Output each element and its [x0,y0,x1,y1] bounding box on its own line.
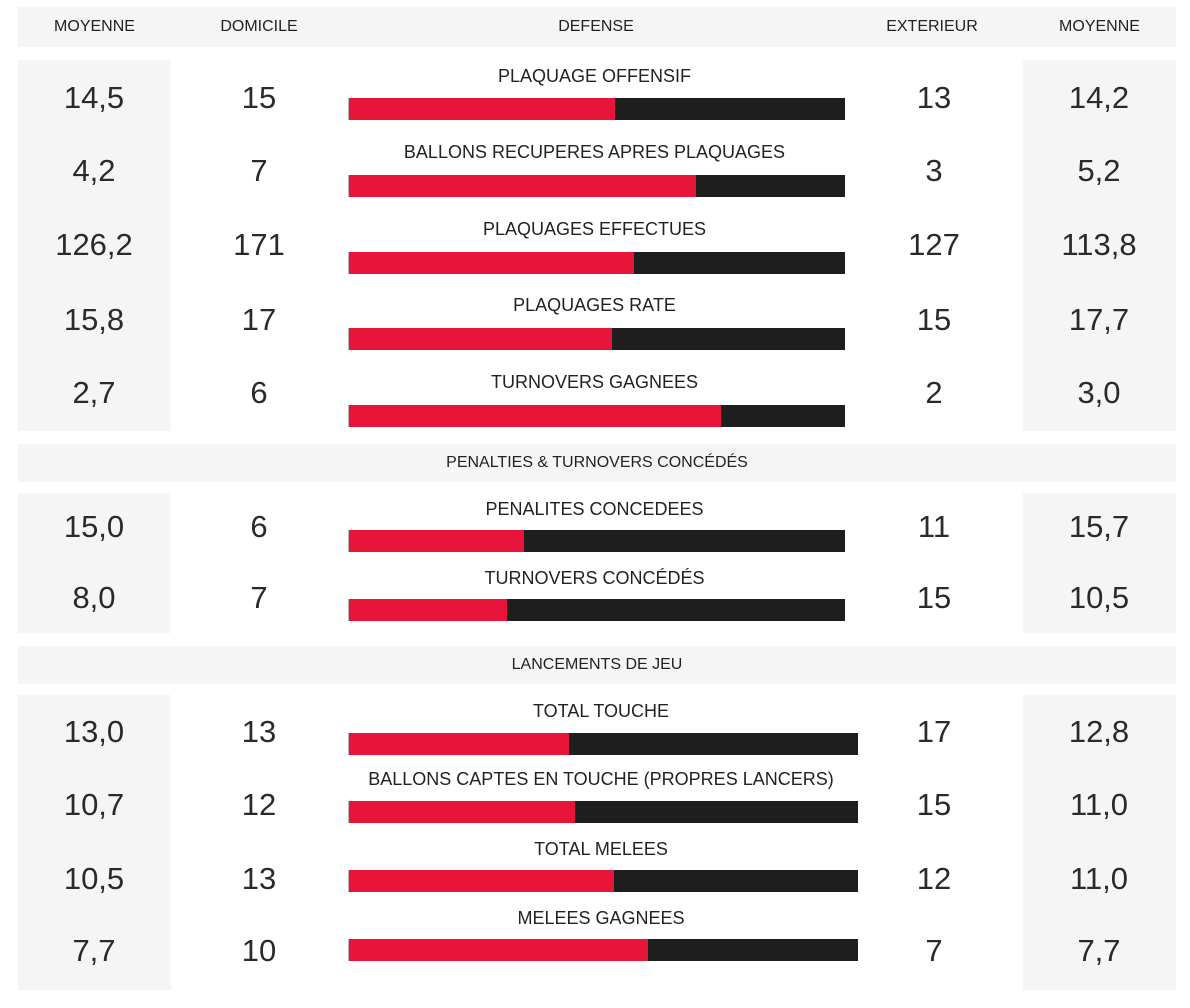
away-value: 127 [908,227,960,262]
away-value: 7 [925,933,943,968]
stat-label: PLAQUAGES RATE [513,295,676,315]
section-title-penalties: PENALTIES & TURNOVERS CONCÉDÉS [446,454,748,471]
comparison-bar [348,530,845,552]
moyenne-home-value: 8,0 [72,580,116,615]
moyenne-away-value: 5,2 [1077,153,1121,188]
moyenne-away-value: 3,0 [1077,375,1121,410]
home-share-fill [349,801,575,823]
stat-label: TURNOVERS CONCÉDÉS [484,568,705,588]
moyenne-home-panel-defense [18,60,171,431]
moyenne-away-value: 11,0 [1069,787,1129,822]
comparison-bar [348,98,845,120]
comparison-bar [348,870,858,892]
moyenne-away-panel-lancements [1023,695,1176,990]
section-title-lancements: LANCEMENTS DE JEU [511,656,683,673]
stat-label: TOTAL MELEES [534,839,668,859]
moyenne-home-value: 4,2 [72,153,116,188]
home-value: 13 [241,714,277,749]
header-domicile: DOMICILE [220,18,298,35]
header-moyenne-away: MOYENNE [1059,18,1140,35]
moyenne-away-value: 17,7 [1068,302,1130,337]
stat-label: PENALITES CONCEDEES [485,499,704,519]
moyenne-home-value: 15,0 [63,509,125,544]
away-value: 13 [916,80,952,115]
moyenne-away-value: 11,0 [1069,861,1129,896]
section-band-penalties: PENALTIES & TURNOVERS CONCÉDÉS [18,444,1176,482]
home-share-fill [349,733,570,755]
home-share-fill [349,175,697,197]
home-value: 15 [241,80,277,115]
comparison-bar [348,405,845,427]
away-value: 2 [925,375,943,410]
home-share-fill [349,870,614,892]
moyenne-home-value: 10,7 [63,787,125,822]
stat-label: TOTAL TOUCHE [532,701,670,721]
header-moyenne-home: MOYENNE [54,18,135,35]
home-share-fill [349,252,634,274]
moyenne-home-value: 126,2 [55,227,133,262]
home-share-fill [349,405,721,427]
home-value: 7 [250,580,268,615]
stat-label: PLAQUAGES EFFECTUES [482,219,707,239]
header-defense: DEFENSE [558,18,634,35]
home-share-fill [349,328,613,350]
moyenne-home-value: 13,0 [63,714,125,749]
stat-label: TURNOVERS GAGNEES [490,372,699,392]
moyenne-away-panel-penalties [1023,493,1176,633]
away-value: 15 [916,787,952,822]
moyenne-home-value: 15,8 [63,302,125,337]
moyenne-away-value: 10,5 [1068,580,1130,615]
moyenne-home-panel-penalties [18,493,171,633]
section-band-lancements: LANCEMENTS DE JEU [18,646,1176,684]
stat-label: BALLONS RECUPERES APRES PLAQUAGES [403,142,786,162]
moyenne-home-value: 2,7 [72,375,116,410]
away-value: 15 [916,302,952,337]
away-value: 15 [916,580,952,615]
away-value: 3 [925,153,943,188]
home-value: 13 [241,861,277,896]
moyenne-home-value: 14,5 [63,80,125,115]
header-exterieur: EXTERIEUR [886,18,978,35]
comparison-bar [348,733,858,755]
stat-label: BALLONS CAPTES EN TOUCHE (PROPRES LANCER… [368,769,834,789]
home-value: 171 [233,227,285,262]
comparison-bar [348,328,845,350]
column-header-band: MOYENNE DOMICILE DEFENSE EXTERIEUR MOYEN… [18,7,1176,47]
home-share-fill [349,530,525,552]
home-value: 10 [241,933,277,968]
comparison-bar [348,599,845,621]
away-value: 12 [916,861,952,896]
home-share-fill [349,939,649,961]
comparison-bar [348,801,858,823]
home-share-fill [349,599,507,621]
moyenne-home-panel-lancements [18,695,171,990]
comparison-bar [348,939,858,961]
moyenne-home-value: 7,7 [72,933,116,968]
moyenne-away-panel-defense [1023,60,1176,431]
comparison-bar [348,175,845,197]
away-value: 17 [916,714,952,749]
moyenne-away-value: 12,8 [1068,714,1130,749]
home-value: 6 [250,509,268,544]
moyenne-away-value: 113,8 [1061,227,1137,262]
home-value: 12 [241,787,277,822]
home-value: 7 [250,153,268,188]
stat-label: PLAQUAGE OFFENSIF [497,66,692,86]
moyenne-away-value: 7,7 [1077,933,1121,968]
away-value: 11 [917,509,951,544]
home-value: 17 [241,302,277,337]
home-share-fill [349,98,615,120]
stat-label: MELEES GAGNEES [517,908,685,928]
comparison-bar [348,252,845,274]
moyenne-away-value: 15,7 [1068,509,1130,544]
moyenne-home-value: 10,5 [63,861,125,896]
home-value: 6 [250,375,268,410]
moyenne-away-value: 14,2 [1068,80,1130,115]
